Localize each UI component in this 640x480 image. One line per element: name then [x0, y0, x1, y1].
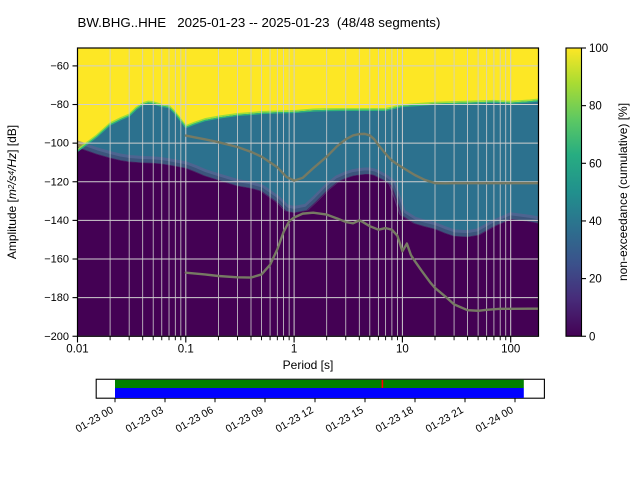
svg-text:−100: −100: [44, 138, 69, 150]
svg-text:−200: −200: [44, 331, 69, 343]
svg-text:1: 1: [291, 344, 297, 356]
svg-text:20: 20: [589, 274, 602, 286]
svg-text:non-exceedance (cumulative) [%: non-exceedance (cumulative) [%]: [616, 103, 630, 281]
svg-text:100: 100: [501, 344, 520, 356]
svg-text:BW.BHG..HHE 2025-01-23 -- 20: BW.BHG..HHE 2025-01-23 -- 2025-01-23 (48…: [78, 15, 441, 30]
svg-text:60: 60: [589, 158, 602, 170]
svg-text:Period [s]: Period [s]: [283, 358, 334, 372]
svg-text:−160: −160: [44, 254, 69, 266]
svg-text:0: 0: [589, 331, 595, 343]
svg-text:−60: −60: [50, 60, 69, 72]
svg-text:10: 10: [396, 344, 409, 356]
svg-text:100: 100: [589, 43, 608, 55]
svg-text:−140: −140: [44, 215, 69, 227]
svg-text:40: 40: [589, 216, 602, 228]
svg-text:0.1: 0.1: [178, 344, 194, 356]
svg-text:0.01: 0.01: [66, 344, 88, 356]
svg-text:80: 80: [589, 101, 602, 113]
svg-text:−80: −80: [50, 99, 69, 111]
svg-text:−120: −120: [44, 176, 69, 188]
svg-text:Amplitude [m2/s4/Hz] [dB]: Amplitude [m2/s4/Hz] [dB]: [5, 125, 19, 259]
svg-text:−180: −180: [44, 292, 69, 304]
